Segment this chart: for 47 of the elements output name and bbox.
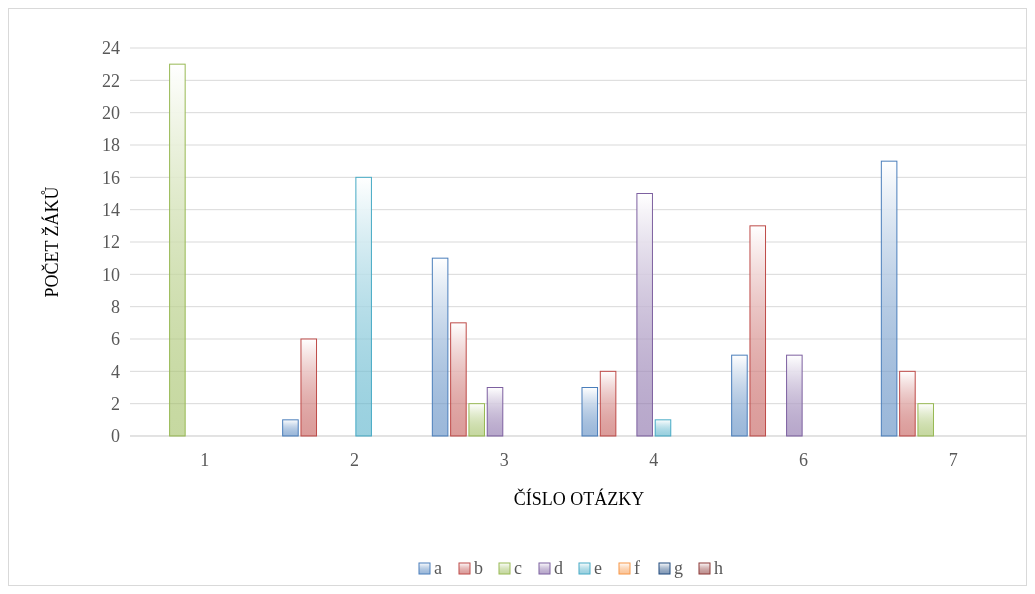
x-tick-label: 4 [649,450,659,470]
legend-label: e [594,558,602,578]
bar [282,419,299,437]
bar [486,387,504,437]
legend-label: f [634,558,640,578]
bar [917,403,934,437]
legend-label: h [714,558,723,578]
y-tick-label: 4 [111,361,120,382]
y-axis-title: POČET ŽÁKŮ [41,186,62,298]
x-tick-label: 2 [350,450,359,470]
legend-label: b [474,558,483,578]
legend-label: a [434,558,442,578]
bar [300,338,318,437]
bar [355,176,372,437]
legend-label: g [674,558,683,578]
y-tick-label: 24 [102,38,120,59]
bar [636,193,653,437]
x-tick-label: 1 [200,450,210,470]
x-tick-label: 3 [499,450,509,470]
bar [450,322,467,437]
x-tick-label: 6 [799,450,808,470]
y-tick-label: 20 [102,102,120,123]
y-tick-label: 14 [102,199,120,220]
y-tick-label: 18 [102,135,120,156]
y-tick-label: 16 [102,167,120,188]
legend-label: c [514,558,522,578]
bar [654,419,672,437]
bar [731,354,748,437]
y-tick-label: 10 [102,264,120,285]
bar [599,370,617,437]
y-tick-label: 2 [111,393,120,414]
y-tick-label: 22 [102,70,120,91]
y-tick-label: 8 [111,296,120,317]
bar [581,387,599,437]
bar [786,354,803,437]
bar [468,403,485,437]
bar [431,257,449,437]
y-tick-label: 6 [111,329,120,350]
bar [899,370,916,437]
bar [880,160,898,437]
y-tick-label: 12 [102,232,120,253]
x-tick-label: 7 [948,450,958,470]
x-axis-title: ČÍSLO OTÁZKY [513,488,645,509]
y-tick-label: 0 [111,426,120,447]
legend-label: d [554,558,563,578]
bar [169,63,186,437]
bar [749,225,767,437]
